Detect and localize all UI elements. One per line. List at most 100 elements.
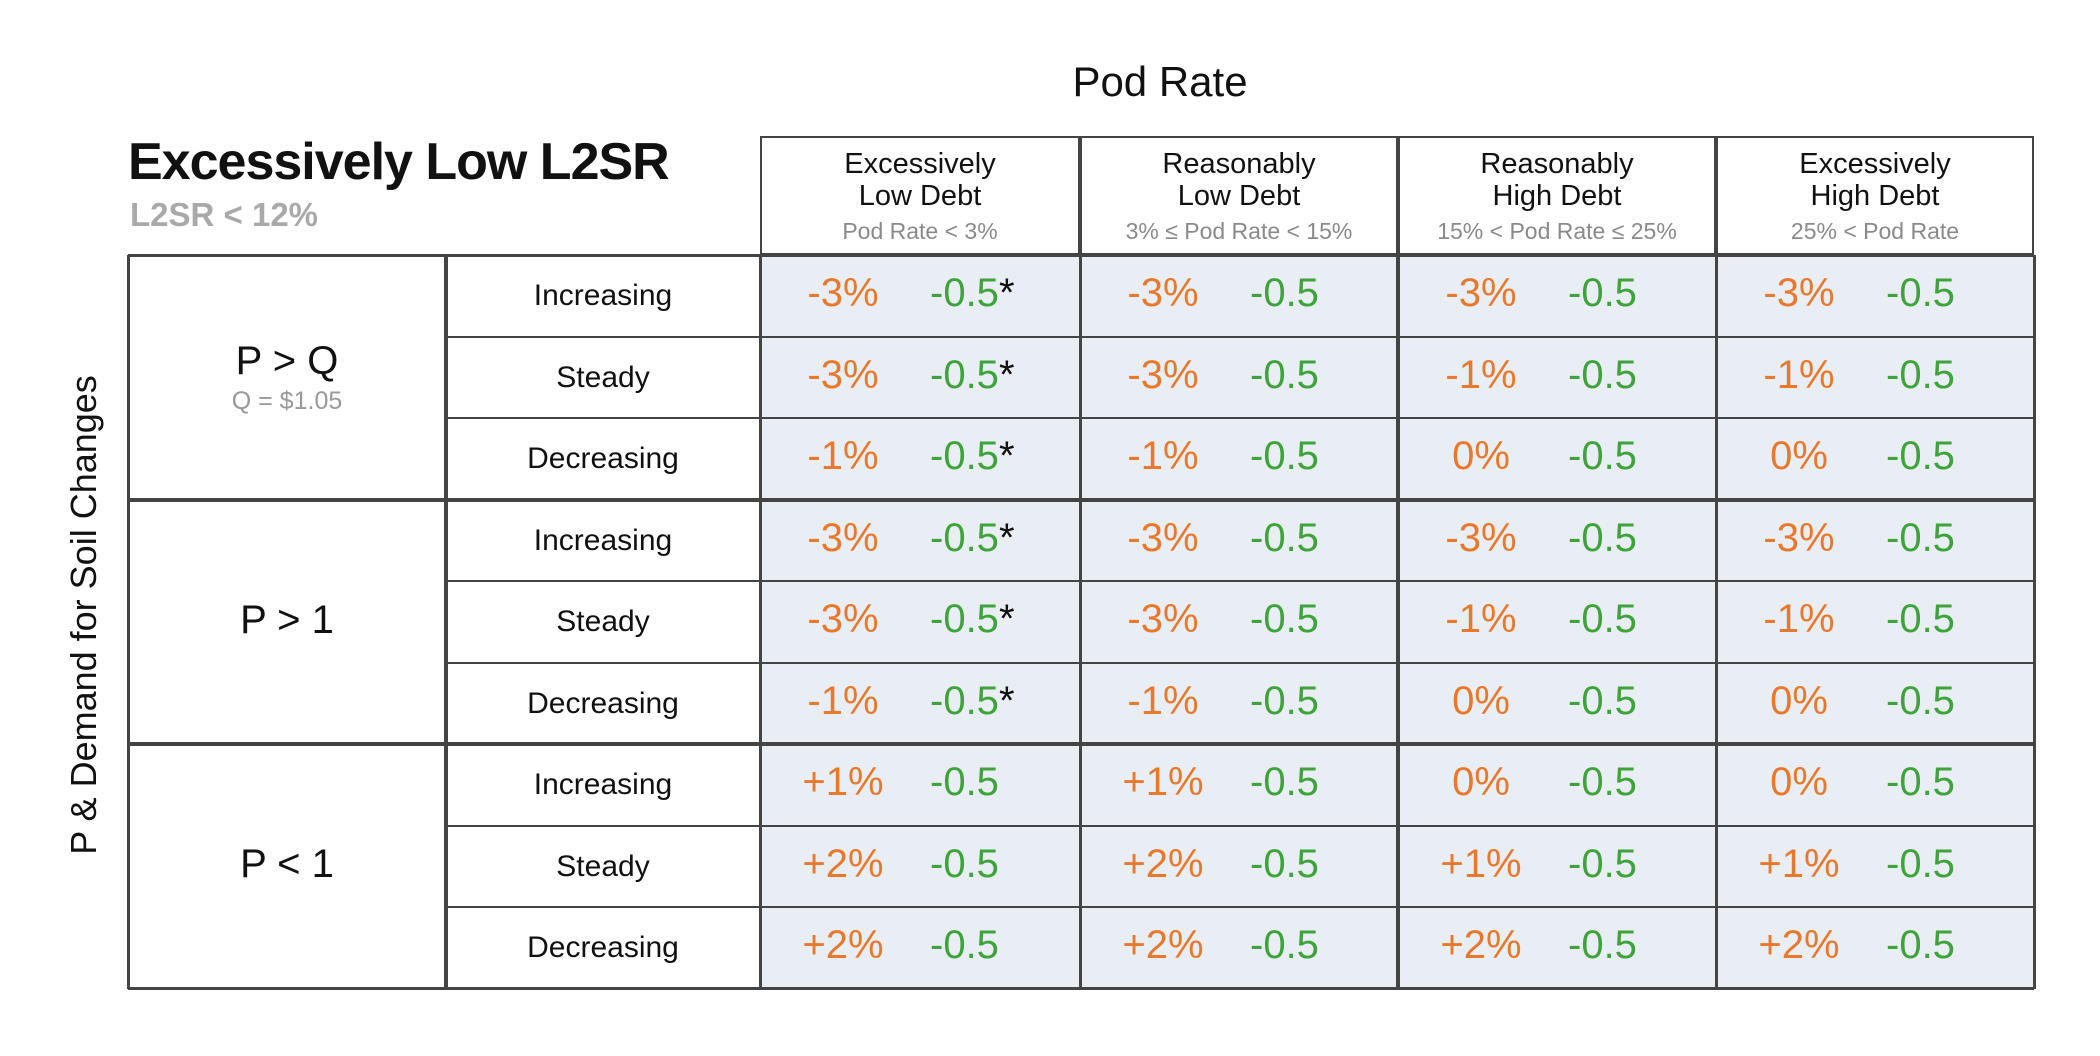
rate-change-value: +1% (1122, 760, 1204, 804)
grid-line (758, 255, 762, 989)
column-header-range: 15% < Pod Rate ≤ 25% (1437, 218, 1677, 244)
delta-number: -0.5 (1568, 923, 1637, 967)
value-cell: -3% -0.5* (760, 581, 1080, 663)
delta-number: -0.5 (930, 515, 999, 560)
grid-line (446, 580, 2034, 582)
value-cell: -3% -0.5 (1080, 255, 1398, 337)
group-label: P < 1 (240, 842, 334, 887)
delta-number: -0.5 (1568, 434, 1637, 478)
rate-change-value: +1% (802, 760, 884, 804)
value-cell: -1% -0.5* (760, 418, 1080, 500)
delta-value: -0.5 (1250, 516, 1319, 561)
column-header-line2: Low Debt (1177, 180, 1301, 212)
group-cell: Q = $1.05 P > Q (128, 255, 446, 500)
rate-change-value: 0% (1770, 678, 1828, 723)
rate-change-value: +1% (1440, 841, 1522, 886)
rate-change-value: -3% (1763, 515, 1835, 560)
group-cell: P > 1 (128, 499, 446, 744)
grid-line (1078, 255, 1082, 989)
grid-line (446, 906, 2034, 908)
value-cell: -1% -0.5 (1080, 662, 1398, 744)
delta-number: -0.5 (930, 352, 999, 397)
delta-number: -0.5 (1250, 515, 1319, 560)
rate-change-value: -1% (807, 678, 879, 723)
row-label: Steady (446, 336, 760, 418)
delta-number: -0.5 (1886, 597, 1955, 641)
delta-number: -0.5 (1250, 434, 1319, 478)
column-header-line2: High Debt (1810, 180, 1940, 212)
rate-change-value: -3% (1127, 597, 1199, 641)
delta-number: -0.5 (930, 597, 999, 641)
value-cell: -3% -0.5 (1080, 499, 1398, 581)
delta-value: -0.5 (1886, 923, 1955, 968)
row-label: Increasing (446, 499, 760, 581)
delta-value: -0.5 (1568, 760, 1637, 805)
value-cell: 0% -0.5 (1716, 418, 2034, 500)
rate-change-value: -3% (807, 271, 879, 315)
delta-value: -0.5 (1886, 597, 1955, 642)
footnote-asterisk: * (998, 597, 1015, 641)
delta-value: -0.5* (930, 271, 1015, 316)
footnote-asterisk: * (998, 515, 1015, 560)
value-cell: -1% -0.5 (1398, 581, 1716, 663)
delta-number: -0.5 (1250, 841, 1319, 886)
value-cell: -1% -0.5 (1080, 418, 1398, 500)
value-cell: -3% -0.5* (760, 255, 1080, 337)
delta-value: -0.5 (1886, 760, 1955, 805)
footnote-asterisk: * (998, 678, 1015, 723)
value-cell: -1% -0.5 (1716, 336, 2034, 418)
group-label: P > Q (235, 339, 339, 384)
rate-change-value: -1% (1445, 597, 1517, 641)
column-header-line1: Excessively (844, 148, 996, 180)
value-cell: 0% -0.5 (1398, 418, 1716, 500)
rate-change-value: +1% (1758, 841, 1840, 886)
delta-number: -0.5 (930, 678, 999, 723)
delta-value: -0.5 (1886, 842, 1955, 887)
delta-value: -0.5 (1568, 353, 1637, 398)
rate-change-value: -1% (1127, 434, 1199, 478)
delta-value: -0.5 (1250, 679, 1319, 724)
delta-value: -0.5 (1886, 271, 1955, 316)
row-label: Increasing (446, 744, 760, 826)
value-cell: -3% -0.5 (1716, 499, 2034, 581)
rate-change-value: -1% (1763, 352, 1835, 397)
rate-change-value: -3% (1127, 515, 1199, 560)
table-title: Excessively Low L2SR (128, 133, 670, 191)
delta-number: -0.5 (1568, 841, 1637, 886)
value-cell: -3% -0.5 (1398, 255, 1716, 337)
grid-line (444, 255, 448, 989)
row-label: Steady (446, 581, 760, 663)
rate-change-value: +2% (1122, 841, 1204, 886)
rate-change-value: -3% (1763, 271, 1835, 315)
value-cell: +1% -0.5 (760, 744, 1080, 826)
delta-number: -0.5 (1250, 678, 1319, 723)
delta-value: -0.5 (1250, 353, 1319, 398)
rate-change-value: -3% (807, 352, 879, 397)
grid-line (446, 417, 2034, 419)
column-header-line1: Excessively (1799, 148, 1951, 180)
column-header-line1: Reasonably (1162, 148, 1316, 180)
rate-change-value: -3% (1445, 271, 1517, 315)
value-cell: -1% -0.5 (1398, 336, 1716, 418)
delta-value: -0.5 (1886, 434, 1955, 479)
group-label: P > 1 (240, 597, 334, 642)
delta-value: -0.5 (1886, 353, 1955, 398)
footnote-asterisk: * (998, 434, 1015, 478)
value-cell: 0% -0.5 (1716, 744, 2034, 826)
rate-change-value: 0% (1452, 760, 1510, 804)
delta-number: -0.5 (1568, 597, 1637, 641)
delta-number: -0.5 (930, 841, 999, 886)
column-header-line2: High Debt (1492, 180, 1622, 212)
footnote-asterisk: * (998, 271, 1015, 315)
rate-change-value: +2% (1122, 923, 1204, 967)
group-sublabel: Q = $1.05 (231, 387, 343, 416)
delta-number: -0.5 (1568, 515, 1637, 560)
delta-value: -0.5 (930, 760, 999, 805)
delta-number: -0.5 (930, 434, 999, 478)
column-header-line1: Reasonably (1480, 148, 1634, 180)
delta-value: -0.5 (1250, 842, 1319, 887)
delta-number: -0.5 (930, 923, 999, 967)
value-cell: +2% -0.5 (1080, 825, 1398, 907)
delta-value: -0.5 (1886, 679, 1955, 724)
delta-number: -0.5 (1250, 760, 1319, 804)
